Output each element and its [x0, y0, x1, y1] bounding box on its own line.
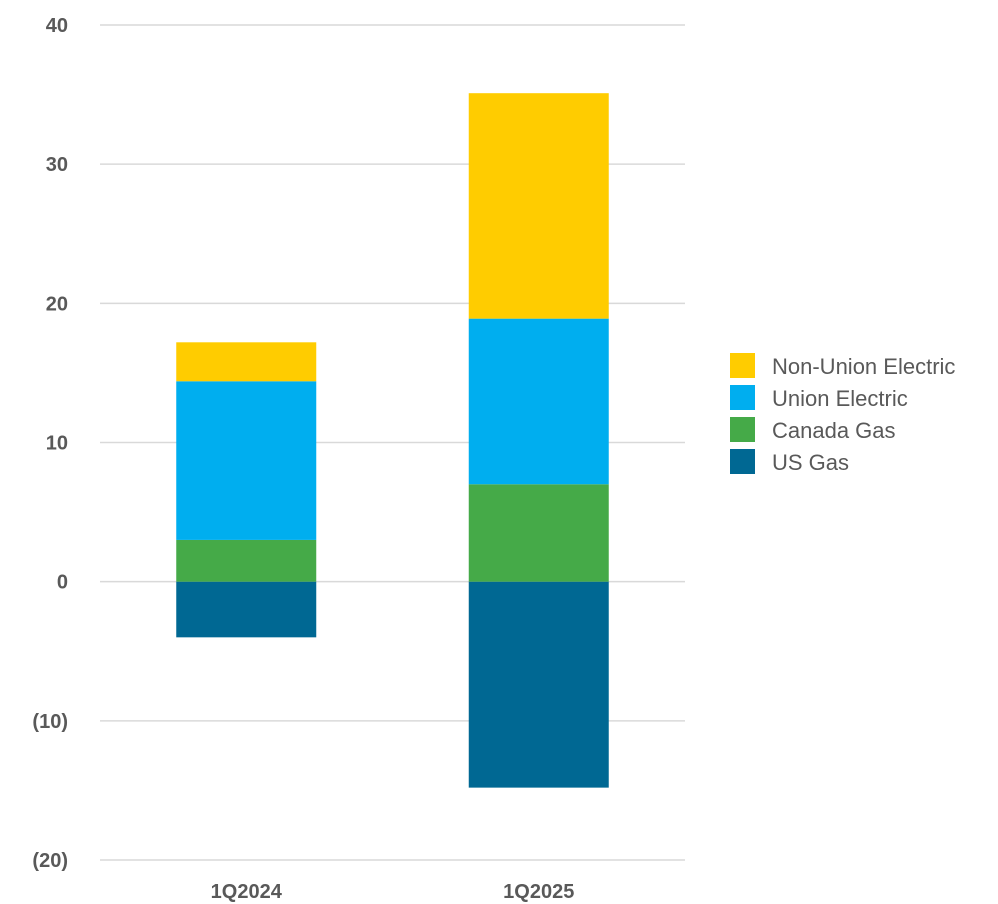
legend-swatch: [730, 449, 755, 474]
legend-label: Non-Union Electric: [772, 354, 955, 379]
legend: Non-Union Electric Union Electric Canada G…: [730, 353, 955, 475]
bar-segment-union-electric-1q2024: [176, 381, 317, 540]
bar-segment-us-gas-1q2025: [468, 581, 609, 788]
y-tick-label: 40: [46, 15, 68, 37]
y-tick-label: (20): [32, 850, 68, 872]
legend-swatch: [730, 385, 755, 410]
y-axis: (20) (10) 0 10 20 30 40: [32, 15, 68, 872]
bar-segment-union-electric-1q2025: [468, 318, 609, 485]
y-tick-label: 30: [46, 154, 68, 176]
bar-segment-us-gas-1q2024: [176, 581, 317, 638]
y-tick-label: 20: [46, 293, 68, 315]
bars: [176, 93, 609, 788]
x-axis: 1Q2024 1Q2025: [211, 881, 575, 903]
y-tick-label: (10): [32, 711, 68, 733]
bar-segment-non-union-electric-1q2025: [468, 93, 609, 319]
legend-label: Canada Gas: [772, 418, 896, 443]
y-tick-label: 10: [46, 433, 68, 455]
bar-segment-canada-gas-1q2024: [176, 539, 317, 582]
legend-swatch: [730, 417, 755, 442]
legend-label: US Gas: [772, 450, 849, 475]
y-tick-label: 0: [57, 572, 68, 594]
legend-label: Union Electric: [772, 386, 908, 411]
legend-swatch: [730, 353, 755, 378]
x-category-label: 1Q2025: [503, 881, 574, 903]
x-category-label: 1Q2024: [211, 881, 283, 903]
bar-segment-non-union-electric-1q2024: [176, 342, 317, 382]
bar-segment-canada-gas-1q2025: [468, 484, 609, 582]
